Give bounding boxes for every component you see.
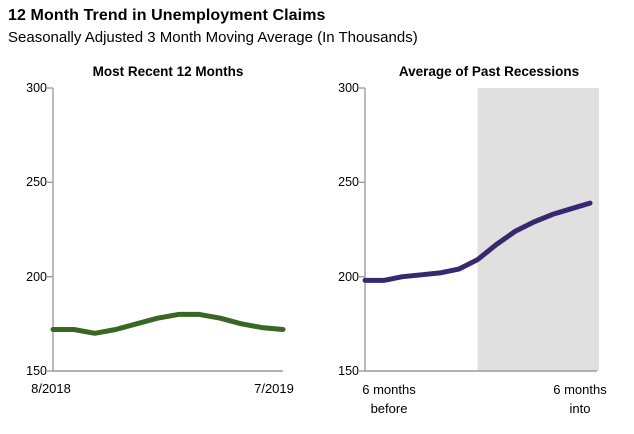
recent-12-months-trend-line [50,311,286,336]
past-recessions-trend-line [362,200,593,283]
x-axis-label-before-recession: 6 months before [362,382,416,416]
x-axis-label-last-month: 7/2019 [254,381,294,396]
past-recessions-recession-shading [477,88,599,371]
past-recessions-y-axis-tick-label: 200 [338,270,359,284]
recent-12-months-y-axis-tick-label: 150 [26,364,47,378]
past-recessions-y-axis-tick-label: 150 [338,364,359,378]
right-panel-title: Average of Past Recessions [398,64,580,79]
x-axis-label-into-recession: 6 months into [553,382,607,416]
left-panel-title: Most Recent 12 Months [92,64,244,79]
recent-12-months-y-axis-tick-label: 300 [26,81,47,95]
past-recessions-y-axis-tick-label: 250 [338,175,359,189]
recent-12-months-y-axis-tick-label: 250 [26,175,47,189]
recent-12-months-y-axis-tick-label: 200 [26,270,47,284]
page-subtitle: Seasonally Adjusted 3 Month Moving Avera… [8,29,418,46]
past-recessions-y-axis-tick-label: 300 [338,81,359,95]
recent-12-months-axes [52,88,283,372]
x-axis-label-first-month: 8/2018 [31,381,71,396]
page-title: 12 Month Trend in Unemployment Claims [8,7,326,24]
